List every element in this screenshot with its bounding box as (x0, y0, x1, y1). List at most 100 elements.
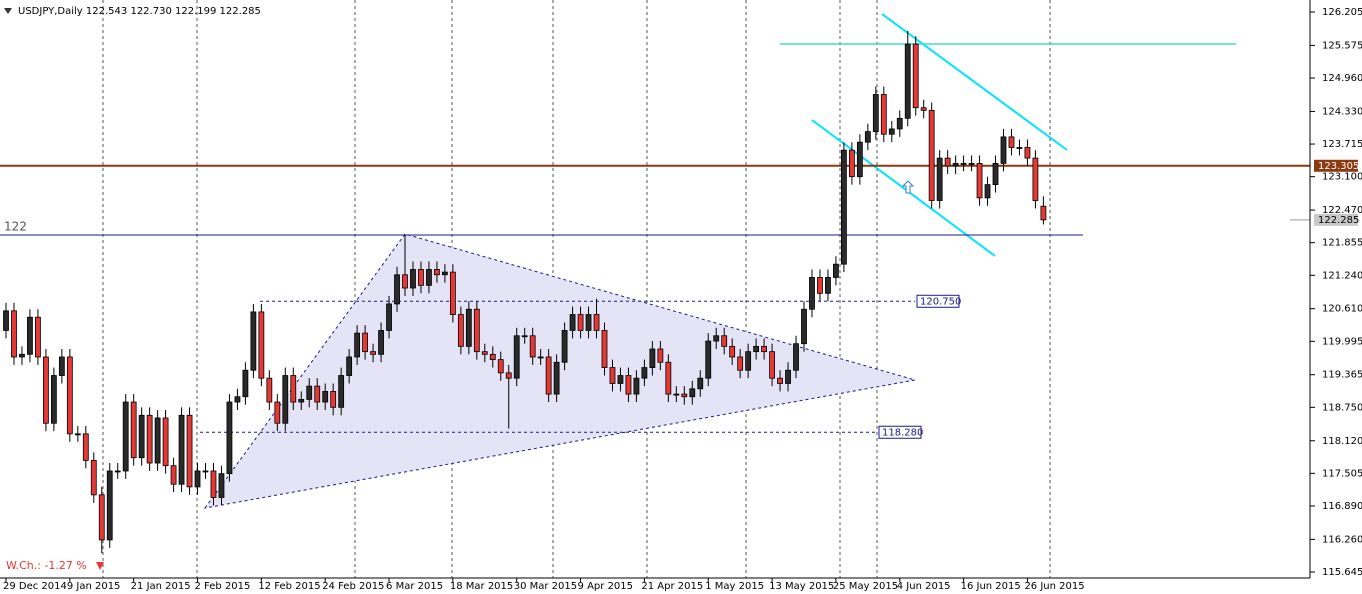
candle-body (593, 314, 600, 331)
y-tick-label: 124.330 (1322, 106, 1362, 117)
candle-body (489, 353, 496, 361)
x-tick-label: 24 Feb 2015 (322, 581, 384, 592)
candle-body (258, 311, 265, 379)
candle-body (1016, 147, 1023, 149)
x-tick-label: 25 May 2015 (833, 581, 898, 592)
level-price-box (1314, 159, 1358, 172)
candle-body (761, 345, 767, 353)
candle-body (154, 417, 161, 464)
candle-body (457, 314, 464, 347)
x-tick-label: 21 Jan 2015 (131, 581, 191, 592)
candle-body (801, 308, 807, 345)
candle-body (649, 348, 656, 368)
candle-body (43, 356, 49, 424)
candle-body (11, 310, 17, 358)
candle-body (896, 117, 903, 130)
candle-body (785, 369, 791, 384)
candle-body (569, 314, 576, 331)
candle-body (314, 385, 321, 403)
candle-body (825, 277, 831, 294)
y-tick-label: 125.575 (1322, 40, 1362, 51)
y-tick-label: 118.750 (1322, 402, 1362, 413)
candle-body (1040, 205, 1047, 221)
triangle-pattern (203, 233, 916, 509)
candle-body (992, 163, 999, 186)
candle-body (418, 269, 424, 286)
y-tick-label: 122.470 (1322, 205, 1362, 216)
candle-body (537, 356, 544, 359)
down-marker (96, 562, 104, 570)
candle-body (473, 308, 480, 353)
candle-body (234, 396, 241, 403)
candle-body (449, 271, 456, 315)
x-tick-label: 12 Feb 2015 (258, 581, 320, 592)
candle-body (338, 375, 345, 408)
candle-body (306, 385, 313, 400)
arrow-icon (901, 180, 915, 194)
x-tick-label: 6 Mar 2015 (386, 581, 443, 592)
candle-body (441, 271, 448, 276)
candle-body (705, 340, 712, 379)
candle-body (513, 335, 520, 379)
candle-body (330, 391, 337, 408)
x-tick-label: 29 Dec 2014 (3, 581, 67, 592)
candle-body (290, 375, 297, 403)
candle-body (976, 163, 983, 199)
y-tick-label: 115.645 (1322, 567, 1362, 578)
y-tick-label: 117.505 (1322, 468, 1362, 479)
menu-icon (4, 8, 12, 14)
candle-body (3, 310, 9, 331)
y-tick-label: 123.100 (1322, 172, 1362, 183)
candle-body (465, 308, 472, 347)
candle-body (777, 377, 783, 384)
candle-body (944, 157, 951, 167)
y-tick-label: 124.960 (1322, 73, 1362, 84)
candle-body (250, 311, 257, 371)
x-tick-label: 18 Mar 2015 (450, 581, 513, 592)
candle-body (426, 269, 432, 286)
candle-body (90, 459, 97, 496)
candle-body (793, 343, 799, 371)
y-tick-label: 120.610 (1322, 304, 1362, 315)
y-tick-label: 126.205 (1322, 7, 1362, 18)
candle-body (114, 470, 121, 473)
candle-body (721, 335, 728, 347)
candle-body (266, 377, 273, 403)
candle-body (952, 163, 959, 167)
y-tick-label: 119.365 (1322, 370, 1362, 381)
candle-body (354, 332, 361, 358)
header-high: 122.730 (130, 6, 171, 17)
candle-body (833, 263, 839, 278)
x-tick-label: 16 Jun 2015 (961, 581, 1021, 592)
candle-body (35, 316, 41, 358)
candle-body (186, 414, 193, 488)
candle-body (769, 351, 775, 379)
candle-body (27, 316, 33, 355)
symbol: USDJPY,Daily (18, 6, 83, 17)
candle-body (282, 375, 289, 424)
candle-body (609, 367, 616, 384)
candle-body (298, 398, 305, 403)
candle-body (880, 94, 887, 135)
current-price-box (1314, 213, 1358, 226)
level-price-label: 123.305 (1318, 161, 1359, 172)
candle-body (130, 401, 137, 459)
y-tick-label: 121.855 (1322, 238, 1362, 249)
candle-body (210, 470, 217, 498)
x-tick-label: 9 Apr 2015 (578, 581, 633, 592)
x-tick-label: 13 May 2015 (769, 581, 834, 592)
y-tick-label: 121.240 (1322, 270, 1362, 281)
candle-body (481, 351, 488, 355)
header-low: 122.199 (175, 6, 216, 17)
candle-body (226, 401, 233, 475)
candle-body (410, 269, 416, 289)
candle-body (617, 375, 624, 384)
candle-body (82, 433, 89, 461)
y-tick-label: 118.120 (1322, 436, 1362, 447)
candle-body (346, 356, 353, 376)
candle-body (936, 157, 943, 201)
candle-body (74, 433, 81, 436)
weekly-change: W.Ch.: -1.27 % (6, 559, 87, 572)
